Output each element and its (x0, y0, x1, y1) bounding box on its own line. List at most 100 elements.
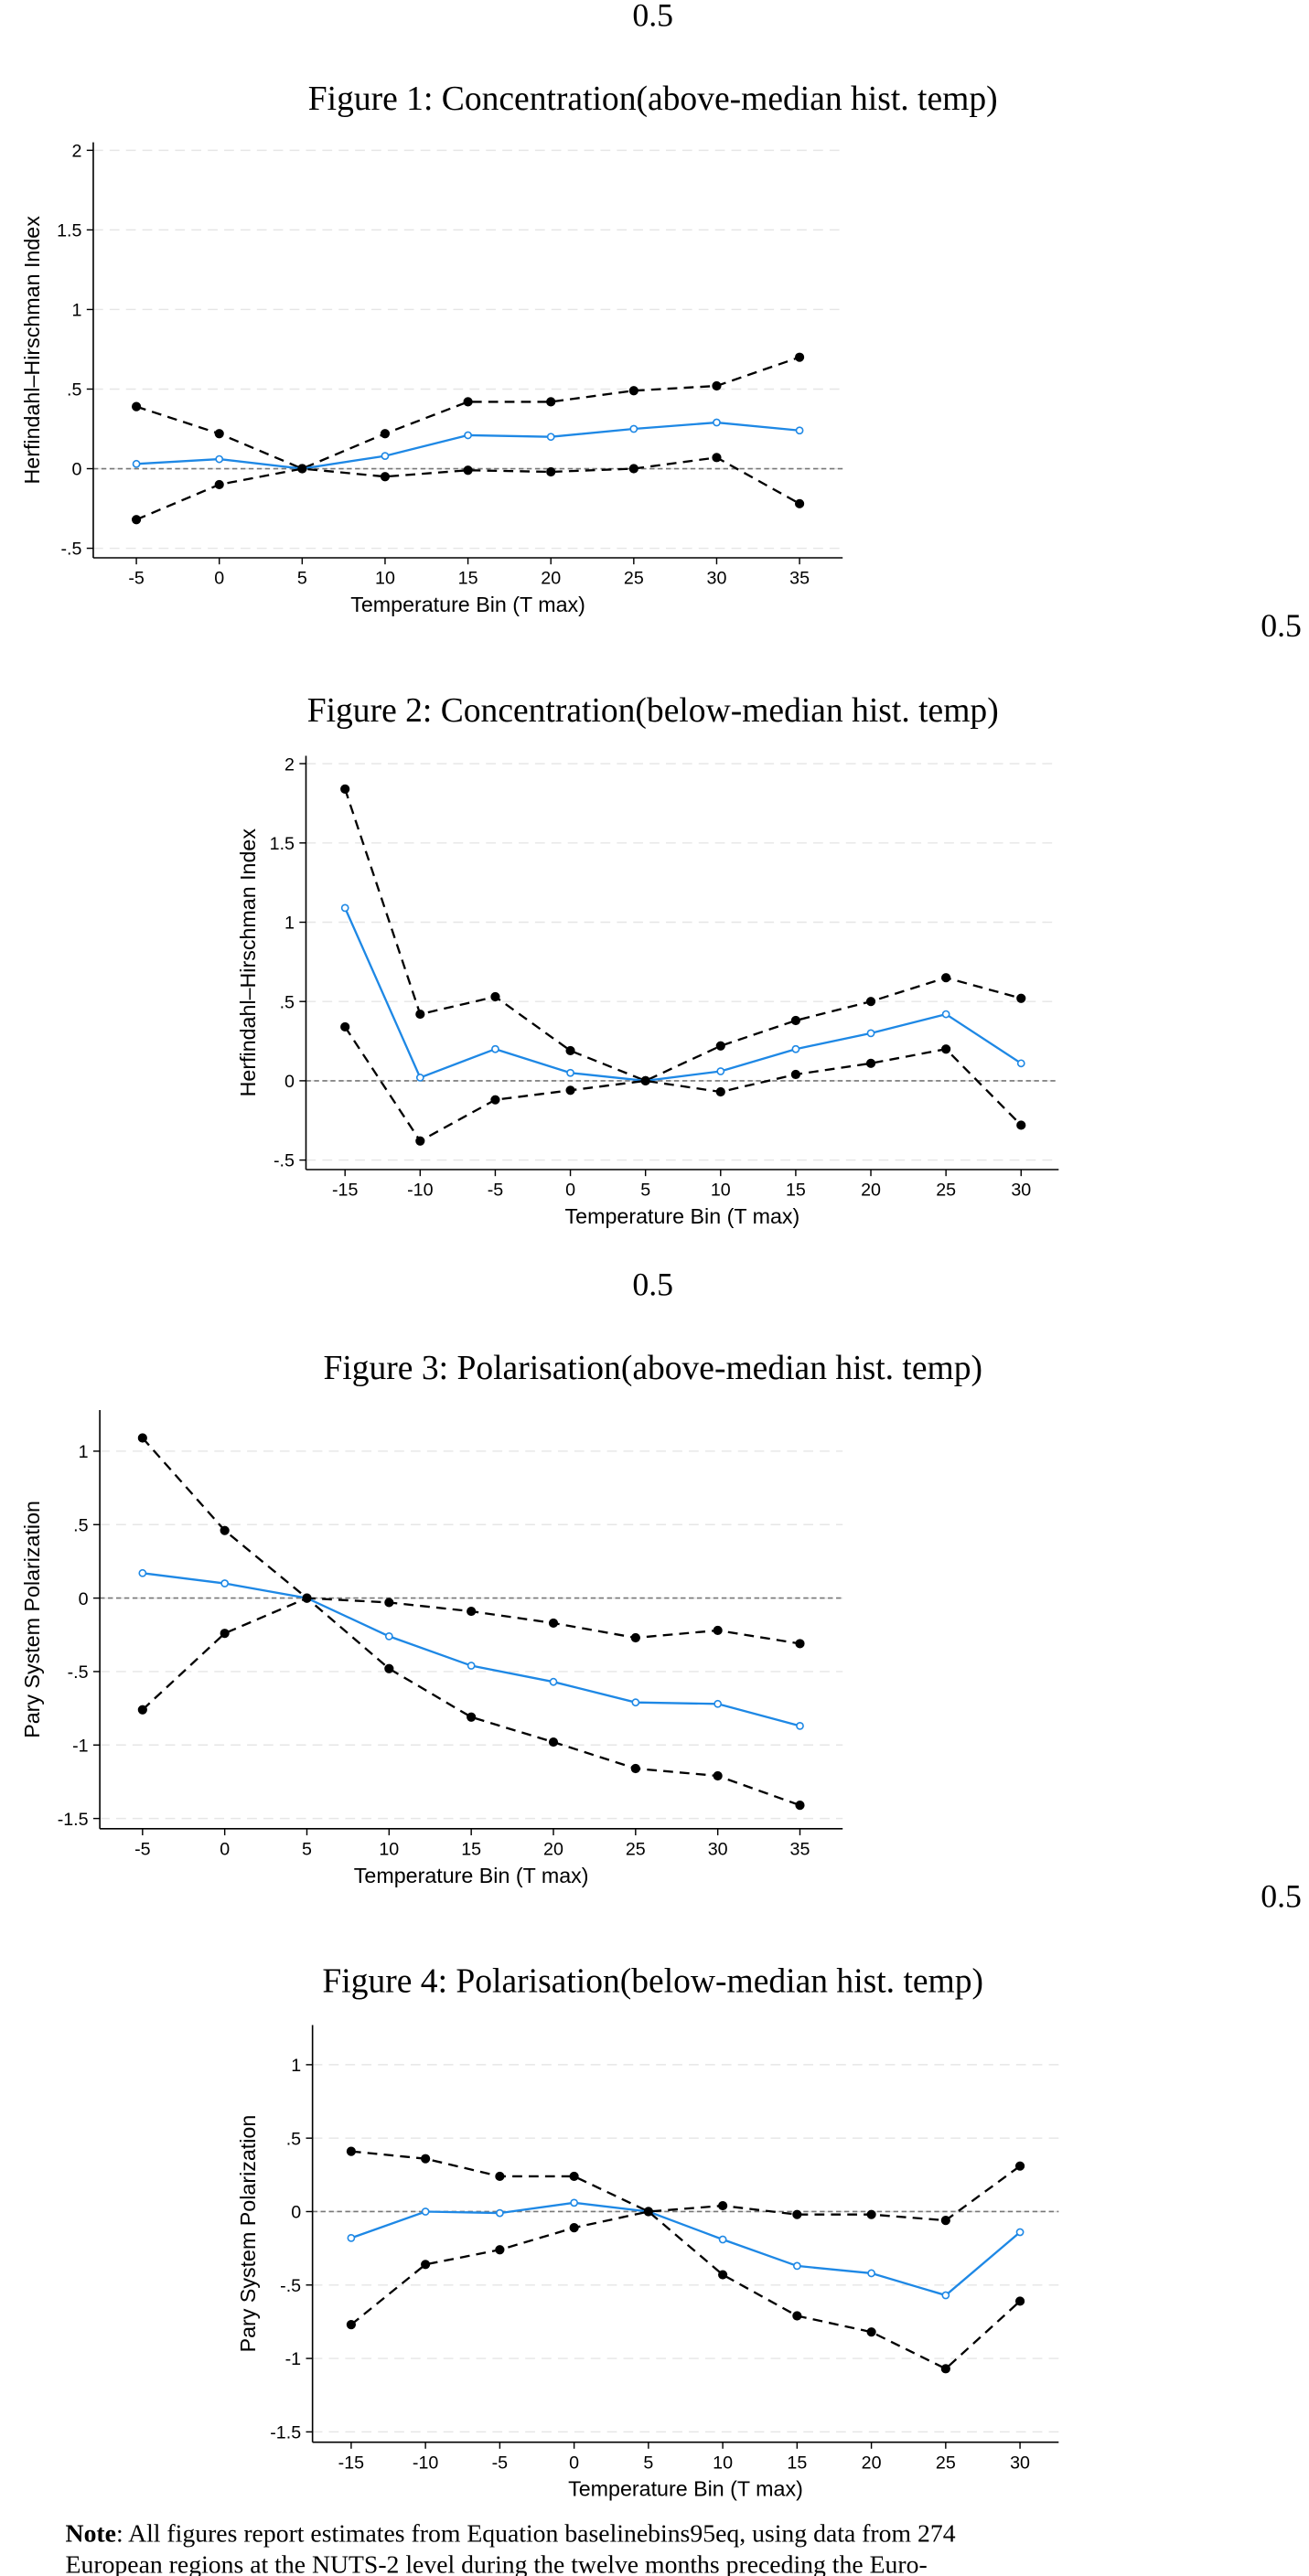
data-point (464, 431, 472, 440)
data-point (214, 429, 224, 439)
data-point (548, 1737, 559, 1748)
x-tick-label: 15 (458, 569, 478, 589)
data-point (467, 1606, 477, 1617)
x-axis-label: Temperature Bin (T max) (354, 1864, 589, 1887)
figure-title: Figure 1: Concentration(above-median his… (308, 80, 998, 118)
data-point (794, 352, 805, 362)
data-point (340, 903, 349, 913)
data-point (629, 424, 638, 433)
data-point (713, 1770, 723, 1781)
data-point (941, 2291, 950, 2300)
data-point (346, 2146, 356, 2156)
data-point (790, 1069, 801, 1080)
x-tick-label: 10 (711, 1181, 731, 1201)
y-tick-label: 1.5 (270, 834, 295, 854)
x-tick-label: 0 (569, 2453, 579, 2473)
data-point (1014, 2161, 1025, 2171)
series-line (135, 456, 800, 521)
x-tick-label: 0 (214, 569, 224, 589)
figure-title: Figure 2: Concentration(below-median his… (307, 692, 999, 730)
data-point (132, 459, 141, 468)
data-point (630, 1763, 640, 1774)
x-axis-label: Temperature Bin (T max) (565, 1204, 800, 1228)
data-point (791, 1044, 800, 1053)
data-point (131, 515, 142, 525)
data-point (643, 2207, 653, 2217)
y-tick-label: -1.5 (270, 2423, 301, 2443)
data-point (137, 1433, 147, 1443)
data-point (467, 1712, 477, 1722)
data-point (866, 2327, 876, 2337)
data-point (790, 1015, 801, 1026)
data-point (495, 2245, 505, 2255)
x-axis-label: Temperature Bin (T max) (568, 2477, 803, 2501)
data-point (381, 452, 390, 460)
data-point (716, 1067, 725, 1075)
series-line (344, 1026, 1023, 1143)
x-tick-label: -5 (492, 2453, 509, 2473)
data-point (340, 1021, 350, 1032)
data-point (565, 1085, 575, 1096)
x-tick-label: 35 (789, 569, 810, 589)
data-point (548, 1618, 559, 1629)
data-point (795, 426, 804, 435)
data-point (1016, 1120, 1026, 1130)
data-point (463, 465, 473, 476)
data-point (220, 1579, 230, 1587)
x-tick-label: 15 (786, 1181, 806, 1201)
data-point (346, 2320, 356, 2330)
data-point (570, 2198, 579, 2207)
data-point (715, 1086, 725, 1097)
x-tick-label: 5 (302, 1839, 312, 1859)
data-point (566, 1068, 574, 1077)
series-line (136, 421, 800, 470)
data-point (490, 1095, 500, 1105)
y-tick-label: .5 (67, 380, 81, 401)
x-tick-label: 25 (624, 569, 644, 589)
data-point (1014, 2296, 1025, 2306)
y-tick-label: -1.5 (58, 1810, 89, 1830)
data-point (792, 2261, 801, 2271)
data-point (628, 464, 638, 474)
data-point (940, 2364, 950, 2374)
note: Note: All figures report estimates from … (66, 2519, 956, 2548)
data-point (380, 472, 391, 482)
x-tick-label: 25 (936, 2453, 956, 2473)
y-axis-label: Herfindahl–Hirschman Index (20, 216, 44, 485)
y-axis-label: Pary System Polarization (20, 1501, 44, 1738)
data-point (941, 973, 951, 983)
data-point (137, 1705, 147, 1715)
data-point (415, 1074, 424, 1082)
data-point (491, 1044, 499, 1053)
series-line (344, 788, 1022, 1083)
data-point (495, 2208, 504, 2218)
data-point (546, 397, 556, 407)
data-point (220, 1525, 230, 1535)
series-line (350, 2150, 1021, 2222)
data-point (713, 418, 721, 427)
note-text: : All figures report estimates from Equa… (116, 2519, 956, 2548)
data-point (714, 1699, 723, 1708)
data-point (866, 1029, 875, 1038)
x-tick-label: -15 (338, 2453, 364, 2473)
x-tick-label: -10 (413, 2453, 438, 2473)
figure-label: 0.5 (632, 0, 673, 34)
x-tick-label: -10 (407, 1181, 433, 1201)
y-tick-label: 0 (72, 460, 82, 480)
data-point (347, 2234, 356, 2242)
data-point (795, 1639, 805, 1649)
series-line (350, 2201, 1021, 2297)
data-point (220, 1629, 230, 1639)
data-point (1015, 2228, 1025, 2237)
data-point (718, 2270, 728, 2280)
data-point (941, 1010, 950, 1019)
data-point (384, 1598, 394, 1608)
data-point (865, 997, 876, 1007)
data-point (415, 1136, 425, 1146)
note-text: European regions at the NUTS-2 level dur… (66, 2550, 928, 2576)
x-tick-label: 30 (1011, 1181, 1031, 1201)
x-tick-label: 5 (640, 1181, 650, 1201)
y-tick-label: 2 (284, 754, 295, 775)
